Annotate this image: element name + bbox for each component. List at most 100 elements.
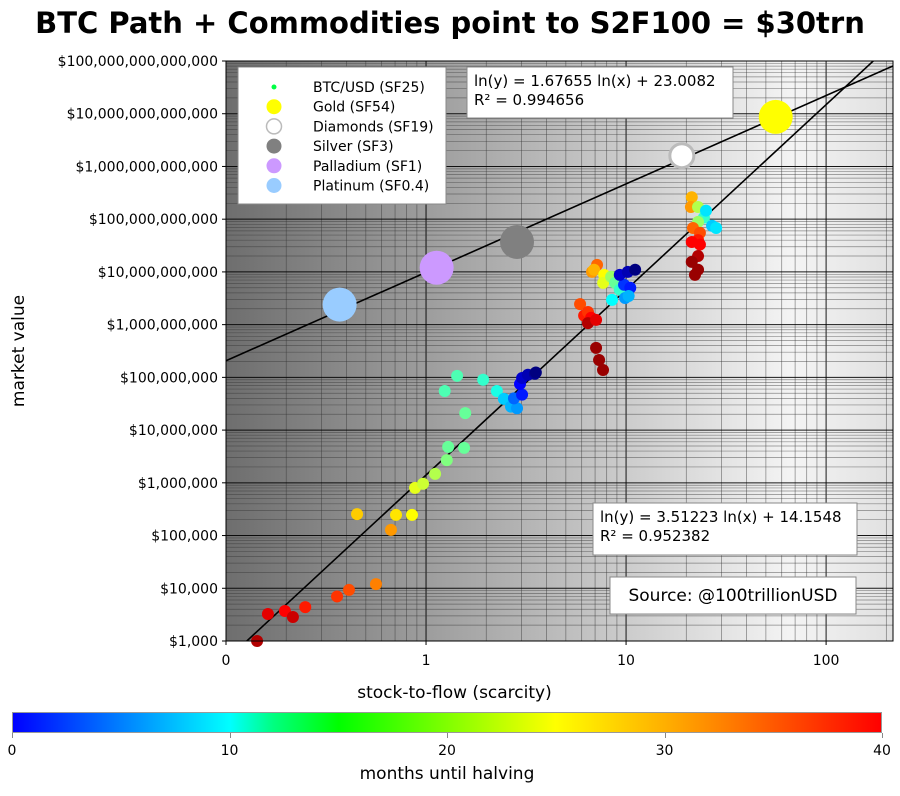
btc-point [511,402,524,415]
btc-point [299,601,312,614]
btc-point [331,590,344,603]
legend: BTC/USD (SF25) Gold (SF54) Diamonds (SF19)… [237,66,447,205]
btc-point [490,385,503,398]
btc-point [590,313,603,326]
btc-point [574,298,587,311]
legend-label: Gold (SF54) [313,100,395,116]
btc-point [629,263,642,276]
commodities-equation-box-text: R² = 0.994656 [474,91,584,109]
btc-point [417,477,430,490]
legend-marker-silver [266,138,282,154]
colorbar-tick-label: 0 [7,743,17,759]
btc-point [440,454,453,467]
btc-point [688,268,701,281]
commodity-points [322,99,793,322]
x-tick-label: 10 [617,653,635,669]
legend-label: Diamonds (SF19) [313,119,434,135]
palladium-point [419,250,454,285]
commodities-equation-box-bg [466,66,734,119]
btc-point [700,204,713,217]
colorbar-tick-label: 30 [655,743,674,759]
commodities-equation-box-text: ln(y) = 1.67655 ln(x) + 23.0082 [474,72,716,90]
btc-point [529,366,542,379]
gold-point [758,99,793,134]
legend-marker-btc [271,84,277,90]
btc-point [516,388,529,401]
btc-point [622,289,635,302]
colorbar-tick-label: 40 [873,743,891,759]
legend-marker-platinum [266,178,282,193]
colorbar-label: months until halving [359,764,535,784]
y-tick-label: $100,000,000,000,000 [58,54,218,70]
btc-point [406,508,419,521]
btc-point [477,373,490,386]
legend-marker-palladium [266,158,282,174]
btc-point [261,608,274,621]
btc-point [429,467,442,480]
y-tick-label: $1,000,000,000 [107,318,218,334]
colorbar [12,712,882,733]
colorbar-tick [882,733,883,738]
y-tick-label: $100,000,000,000 [89,212,218,228]
legend-marker-diamonds [265,118,283,135]
colorbar-tick-label: 20 [438,743,456,759]
silver-point [500,224,535,259]
btc-point [459,407,472,420]
plot-frame [225,60,894,642]
y-tick-label: $1,000,000 [138,476,218,492]
btc-point [497,392,510,405]
btc-point [438,385,451,398]
btc-point [390,508,403,521]
legend-label: Silver (SF3) [313,139,394,155]
btc-point [342,583,355,596]
legend-marker-gold [266,99,282,115]
x-tick-label: 100 [813,653,840,669]
legend-label: Palladium (SF1) [313,159,422,175]
legend-label: Platinum (SF0.4) [313,179,429,195]
y-tick-label: $100,000 [151,529,218,545]
btc-fit-line [245,61,875,641]
source-annotation-bg [609,576,857,615]
btc-point [451,369,464,382]
btc-point [384,523,397,536]
x-tick-label: 0 [222,653,231,669]
btc-point [685,191,698,204]
btc-point [286,611,299,624]
y-tick-label: $100,000,000 [120,370,218,386]
btc-point [593,354,606,367]
btc-point [458,441,471,454]
btc-points [251,191,723,647]
btc-point [590,341,603,354]
chart-title: BTC Path + Commodities point to S2F100 =… [35,6,865,40]
source-annotation-text: Source: @100trillionUSD [628,586,837,606]
colorbar-tick-label: 10 [220,743,239,759]
colorbar-tick [229,733,231,738]
legend-label: BTC/USD (SF25) [313,80,425,96]
source-annotation: Source: @100trillionUSD [609,576,857,615]
btc-point [588,263,601,276]
btc-equation-box-text: ln(y) = 3.51223 ln(x) + 14.1548 [600,508,842,526]
btc-point [351,508,364,521]
diamonds-point [668,142,696,170]
y-tick-label: $10,000 [160,581,218,597]
btc-equation-box-text: R² = 0.952382 [600,527,710,545]
btc-point [693,238,706,251]
btc-equation-box-bg [592,502,858,556]
y-tick-label: $10,000,000,000,000 [67,107,218,123]
colorbar-tick [12,733,13,738]
x-tick-label: 1 [422,653,431,669]
btc-point [606,293,619,306]
y-tick-label: $1,000,000,000,000 [75,159,218,175]
btc-point [369,578,382,591]
btc-point [597,363,610,376]
platinum-point [322,287,357,322]
y-tick-label: $10,000,000 [129,423,218,439]
y-axis-label: market value [9,295,29,407]
colorbar-tick [664,733,666,738]
btc-point [442,440,455,453]
colorbar-tick [447,733,448,738]
axis-ticks: 0 1 10 100 $1,000 $10,000 $100,000 $1,000,000 $1… [58,54,840,669]
